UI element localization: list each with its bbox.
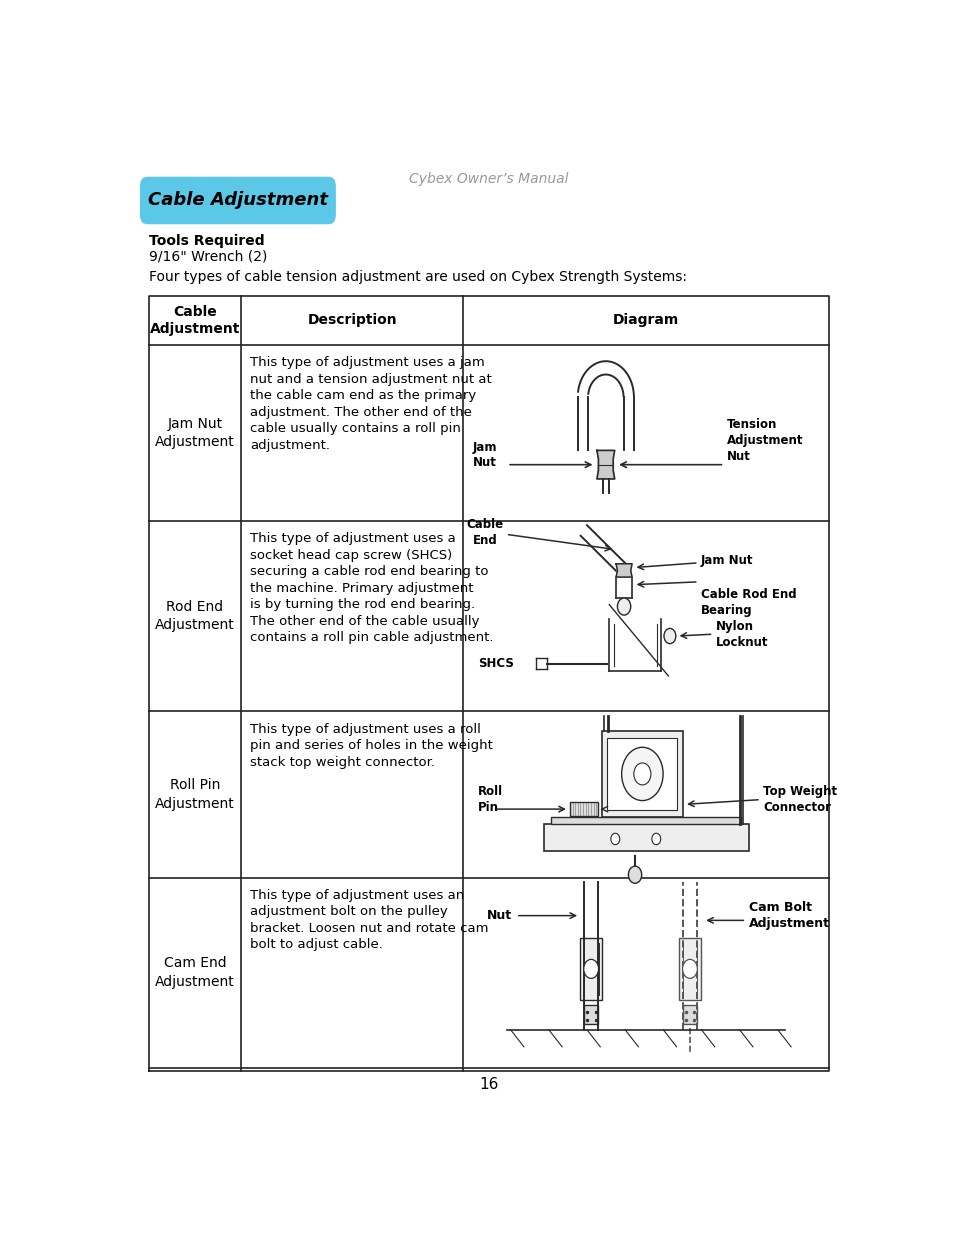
Text: SHCS: SHCS bbox=[477, 657, 513, 671]
Circle shape bbox=[628, 866, 641, 883]
Text: Cam Bolt
Adjustment: Cam Bolt Adjustment bbox=[748, 902, 829, 930]
Text: Cybex Owner’s Manual: Cybex Owner’s Manual bbox=[409, 172, 568, 185]
Text: Diagram: Diagram bbox=[612, 314, 679, 327]
Text: This type of adjustment uses a roll
pin and series of holes in the weight
stack : This type of adjustment uses a roll pin … bbox=[250, 722, 493, 768]
Text: This type of adjustment uses an
adjustment bolt on the pulley
bracket. Loosen nu: This type of adjustment uses an adjustme… bbox=[250, 889, 488, 951]
Text: This type of adjustment uses a
socket head cap screw (SHCS)
securing a cable rod: This type of adjustment uses a socket he… bbox=[250, 532, 493, 645]
Circle shape bbox=[663, 629, 675, 643]
Text: Cable
Adjustment: Cable Adjustment bbox=[150, 305, 240, 336]
Text: Cable Rod End
Bearing: Cable Rod End Bearing bbox=[700, 588, 796, 616]
Text: Description: Description bbox=[307, 314, 396, 327]
Text: Nut: Nut bbox=[487, 909, 512, 923]
Text: Nylon
Locknut: Nylon Locknut bbox=[715, 620, 767, 648]
Text: Roll Pin
Adjustment: Roll Pin Adjustment bbox=[155, 778, 234, 810]
Text: 9/16" Wrench (2): 9/16" Wrench (2) bbox=[149, 249, 267, 264]
Text: Jam Nut
Adjustment: Jam Nut Adjustment bbox=[155, 416, 234, 450]
Text: Cable
End: Cable End bbox=[466, 517, 503, 547]
Circle shape bbox=[651, 834, 660, 845]
Text: Cam End
Adjustment: Cam End Adjustment bbox=[155, 956, 234, 989]
Text: 16: 16 bbox=[478, 1077, 498, 1093]
Circle shape bbox=[583, 960, 598, 978]
Bar bbox=[601, 731, 682, 816]
Circle shape bbox=[681, 960, 697, 978]
Text: Rod End
Adjustment: Rod End Adjustment bbox=[155, 600, 234, 632]
Bar bbox=[570, 803, 598, 816]
Circle shape bbox=[621, 747, 662, 800]
Text: Cable Adjustment: Cable Adjustment bbox=[148, 191, 327, 209]
Text: Jam
Nut: Jam Nut bbox=[473, 441, 497, 469]
Bar bbox=[679, 937, 700, 1000]
Circle shape bbox=[633, 763, 650, 785]
Bar bbox=[579, 937, 601, 1000]
Text: This type of adjustment uses a jam
nut and a tension adjustment nut at
the cable: This type of adjustment uses a jam nut a… bbox=[250, 357, 492, 452]
Circle shape bbox=[610, 834, 619, 845]
Bar bbox=[551, 816, 740, 824]
Text: Tools Required: Tools Required bbox=[149, 233, 264, 248]
Text: Four types of cable tension adjustment are used on Cybex Strength Systems:: Four types of cable tension adjustment a… bbox=[149, 270, 686, 284]
Bar bbox=[584, 1004, 598, 1024]
Text: Tension
Adjustment
Nut: Tension Adjustment Nut bbox=[726, 419, 802, 463]
Text: Jam Nut: Jam Nut bbox=[700, 555, 753, 567]
Bar bbox=[607, 737, 677, 810]
Text: Top Weight
Connector: Top Weight Connector bbox=[762, 785, 837, 814]
Text: Roll
Pin: Roll Pin bbox=[477, 785, 502, 814]
Polygon shape bbox=[616, 563, 632, 577]
Bar bbox=[682, 1004, 696, 1024]
Circle shape bbox=[617, 598, 630, 615]
FancyBboxPatch shape bbox=[140, 177, 335, 225]
Bar bbox=[543, 824, 748, 851]
Polygon shape bbox=[597, 451, 614, 479]
